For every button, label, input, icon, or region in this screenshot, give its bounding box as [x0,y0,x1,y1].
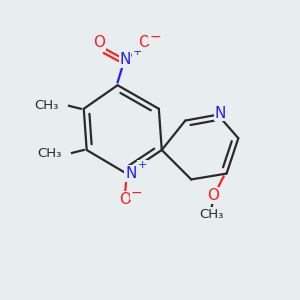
Text: −: − [131,186,142,200]
Text: O: O [93,35,105,50]
Text: CH₃: CH₃ [37,147,62,160]
Text: CH₃: CH₃ [199,208,223,221]
Text: N: N [215,106,226,121]
Text: +: + [138,160,147,170]
Text: N: N [125,166,136,181]
Text: +: + [133,47,142,57]
Text: CH₃: CH₃ [34,99,59,112]
Text: O: O [207,188,219,203]
Text: N: N [119,52,131,67]
Text: O: O [119,192,131,207]
Text: −: − [149,30,161,44]
Text: O: O [138,35,150,50]
